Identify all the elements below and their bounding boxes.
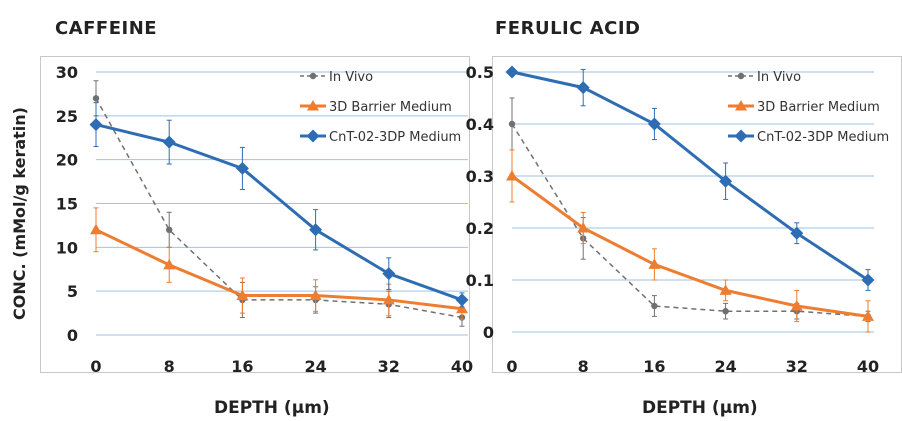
y-tick-label: 0.5 [466, 63, 494, 82]
data-point [719, 284, 732, 295]
data-point [506, 170, 518, 181]
legend-item: In Vivo [300, 70, 373, 85]
legend-marker [735, 100, 747, 111]
x-tick-label: 0 [90, 357, 101, 376]
y-tick-label: 0.4 [466, 115, 494, 134]
x-tick-label: 24 [714, 357, 736, 376]
data-point [382, 293, 395, 305]
legend-marker [737, 72, 745, 80]
y-tick-label: 25 [56, 107, 78, 126]
legend-label: CnT-02-3DP Medium [329, 130, 461, 145]
data-point [722, 308, 729, 315]
data-point [163, 258, 176, 270]
y-tick-label: 10 [56, 238, 78, 257]
y-tick-label: 0.3 [466, 167, 494, 186]
series-line [95, 97, 463, 319]
legend-item: 3D Barrier Medium [300, 100, 452, 115]
legend-label: 3D Barrier Medium [757, 100, 880, 115]
data-point [576, 81, 590, 95]
x-axis-label: DEPTH (µm) [214, 398, 330, 418]
data-point [236, 289, 249, 301]
data-point [92, 95, 100, 102]
x-tick-label: 40 [857, 357, 879, 376]
y-tick-label: 30 [56, 63, 78, 82]
y-tick-label: 20 [56, 151, 78, 170]
data-point [508, 120, 516, 128]
chart-title: CAFFEINE [55, 18, 158, 39]
data-point [862, 310, 874, 321]
data-point [382, 267, 396, 281]
data-point [648, 258, 661, 269]
legend-marker [306, 129, 320, 143]
legend-marker [309, 72, 317, 80]
x-tick-label: 8 [578, 357, 589, 376]
data-point [90, 223, 102, 235]
x-tick-label: 16 [231, 357, 253, 376]
series-line [95, 228, 463, 311]
legend-item: CnT-02-3DP Medium [728, 129, 889, 145]
legend-label: 3D Barrier Medium [329, 100, 452, 115]
x-tick-label: 8 [164, 357, 175, 376]
legend-marker [307, 100, 319, 111]
data-point [89, 118, 103, 132]
data-point [861, 273, 875, 287]
data-point [647, 117, 661, 131]
plot-area-frame [40, 56, 470, 373]
legend-item: 3D Barrier Medium [728, 100, 880, 115]
caffeine-chart-svg: 0 5 10 15 20 25 30 0 8 16 24 32 40 In Vivo 3D Barrier … [56, 63, 473, 376]
x-tick-label: 32 [378, 357, 400, 376]
series-barrier [506, 149, 874, 333]
series-cnt [505, 65, 875, 291]
data-point [309, 289, 322, 301]
x-tick-label: 40 [451, 357, 473, 376]
series-line [511, 174, 869, 318]
x-tick-label: 16 [643, 357, 665, 376]
plot-area-frame [492, 56, 902, 373]
data-point [790, 226, 804, 240]
legend: In Vivo 3D Barrier Medium CnT-02-3DP Mediu… [728, 70, 889, 145]
y-tick-label: 0 [483, 323, 494, 342]
data-point [166, 226, 173, 233]
series-line [95, 123, 463, 302]
ferulic-acid-chart-panel: FERULIC ACID 0 0.1 0.2 0.3 0.4 0.5 0 8 16 24 32 40 I… [466, 0, 902, 421]
data-point [455, 293, 469, 307]
x-tick-label: 0 [506, 357, 517, 376]
data-point [235, 161, 249, 175]
y-tick-label: 0 [67, 326, 78, 345]
data-point [456, 302, 468, 314]
series-cnt [89, 102, 469, 308]
ferulic-acid-chart-svg: 0 0.1 0.2 0.3 0.4 0.5 0 8 16 24 32 40 In Vivo 3D Barr… [466, 63, 890, 376]
data-point [577, 222, 590, 233]
legend-label: In Vivo [757, 70, 801, 85]
caffeine-chart-panel: CAFFEINE 0 5 10 15 20 25 30 0 8 16 24 32 40 In Vivo 3D… [40, 18, 473, 418]
series-barrier [90, 207, 468, 320]
data-point [505, 65, 519, 79]
y-tick-label: 0.1 [466, 271, 494, 290]
x-tick-label: 32 [786, 357, 808, 376]
data-point [309, 223, 323, 237]
series-line [511, 70, 869, 282]
y-tick-label: 15 [56, 195, 78, 214]
data-point [651, 302, 658, 310]
data-point [719, 174, 733, 188]
legend-marker [734, 129, 748, 143]
y-tick-label: 5 [67, 282, 78, 301]
data-point [162, 135, 176, 149]
legend-label: In Vivo [329, 70, 373, 85]
y-tick-label: 0.2 [466, 219, 494, 238]
legend: In Vivo 3D Barrier Medium CnT-02-3DP Mediu… [300, 70, 461, 145]
data-point [790, 300, 803, 311]
chart-title: FERULIC ACID [495, 18, 641, 39]
legend-item: In Vivo [728, 70, 801, 85]
legend-item: CnT-02-3DP Medium [300, 129, 461, 145]
legend-label: CnT-02-3DP Medium [757, 130, 889, 145]
x-tick-label: 24 [304, 357, 326, 376]
x-axis-label: DEPTH (µm) [642, 398, 758, 418]
